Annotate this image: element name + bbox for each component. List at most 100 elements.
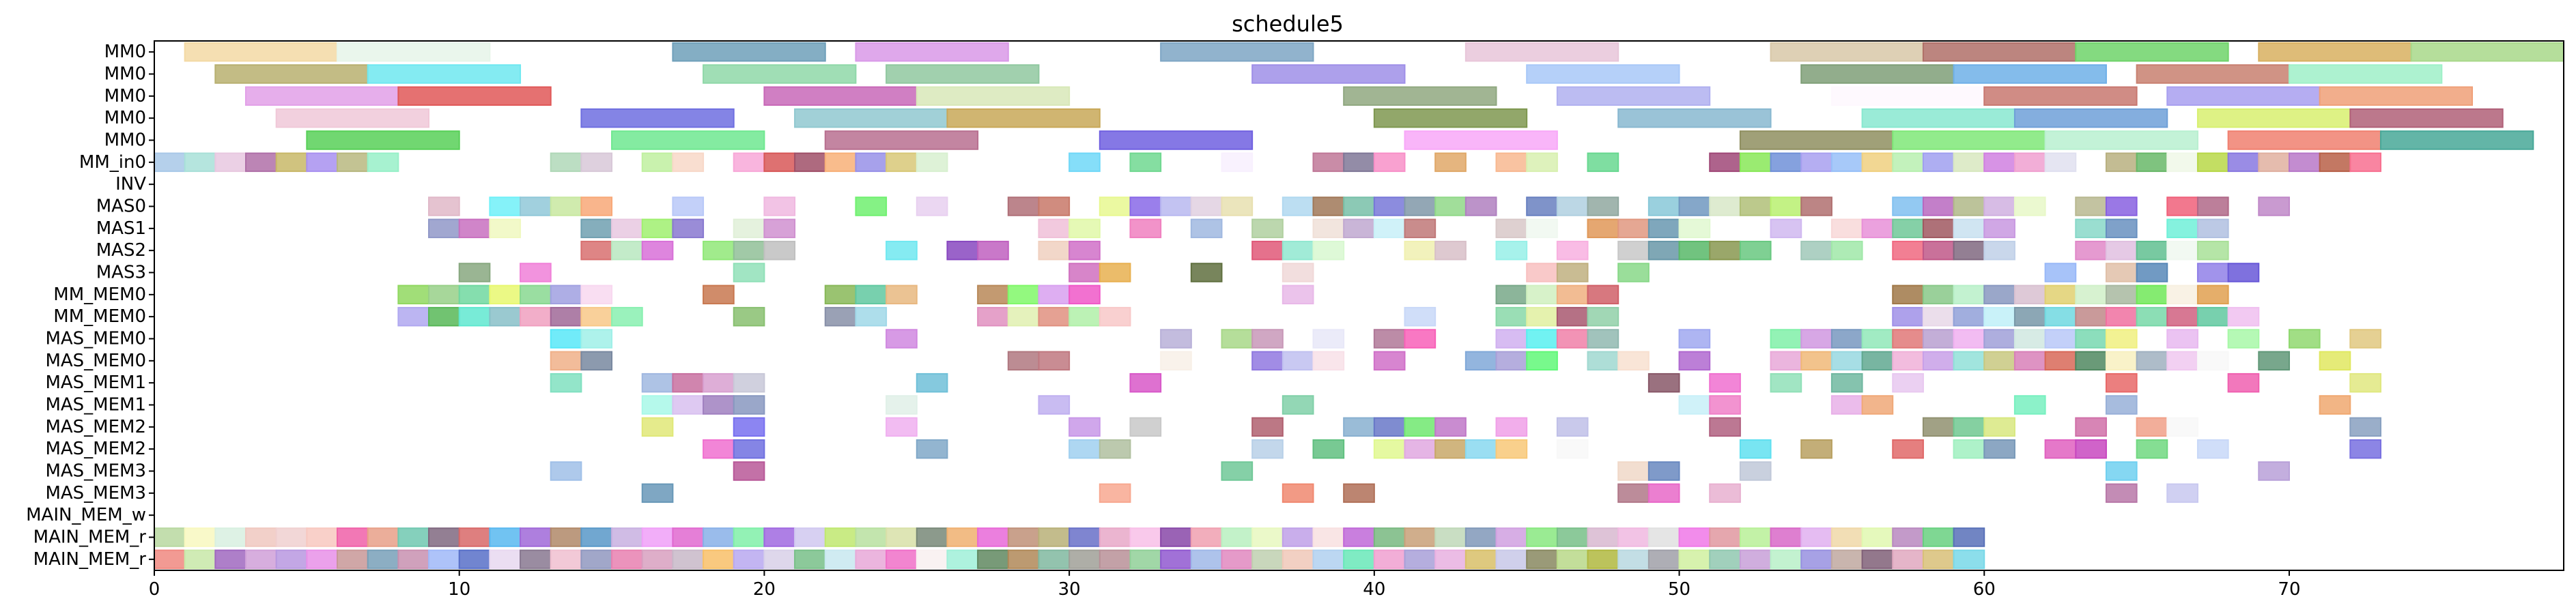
x-tick-label: 0 — [149, 579, 160, 600]
task-bar-119 — [1343, 196, 1375, 216]
task-bar-337 — [1800, 351, 1832, 371]
task-bar-436 — [1343, 483, 1375, 503]
task-bar-37 — [1861, 108, 2015, 128]
task-bar-218 — [1282, 263, 1314, 282]
task-bar-169 — [1861, 218, 1894, 239]
task-bar-91 — [2044, 152, 2077, 173]
task-bar-450 — [397, 527, 430, 547]
task-bar-440 — [2105, 483, 2138, 503]
task-bar-412 — [1464, 439, 1497, 459]
task-bar-480 — [1312, 527, 1345, 547]
task-bar-318 — [2227, 329, 2260, 349]
task-bar-451 — [428, 527, 460, 547]
task-bar-159 — [1373, 218, 1406, 239]
task-bar-64 — [763, 152, 796, 173]
task-bar-322 — [580, 351, 613, 371]
task-bar-83 — [1800, 152, 1832, 173]
task-bar-324 — [1038, 351, 1071, 371]
task-bar-129 — [1709, 196, 1741, 216]
task-bar-236 — [855, 284, 888, 305]
task-bar-15 — [1251, 64, 1406, 84]
task-bar-378 — [1861, 395, 1894, 415]
task-bar-144 — [458, 218, 491, 239]
task-bar-244 — [1526, 284, 1558, 305]
task-bar-23 — [763, 86, 918, 106]
task-bar-241 — [1068, 284, 1101, 305]
task-bar-475 — [1160, 527, 1192, 547]
task-bar-81 — [1739, 152, 1772, 173]
task-bar-238 — [977, 284, 1009, 305]
task-bar-70 — [1068, 152, 1101, 173]
task-bar-463 — [794, 527, 826, 547]
task-bar-118 — [1312, 196, 1345, 216]
task-bar-479 — [1282, 527, 1314, 547]
task-bar-409 — [1373, 439, 1406, 459]
task-bar-279 — [1892, 306, 1924, 327]
task-bar-245 — [1556, 284, 1589, 305]
task-bar-415 — [1739, 439, 1772, 459]
task-bar-418 — [1953, 439, 1985, 459]
task-bar-446 — [275, 527, 308, 547]
y-tick-label: MM0 — [104, 42, 146, 62]
task-bar-5 — [1464, 42, 1619, 62]
task-bar-72 — [1221, 152, 1254, 173]
task-bar-302 — [1556, 329, 1589, 349]
task-bar-198 — [1678, 240, 1711, 261]
task-bar-250 — [1983, 284, 2015, 305]
task-bar-432 — [2258, 461, 2290, 481]
y-tick-label: MAS0 — [96, 196, 146, 217]
task-bar-132 — [1800, 196, 1832, 216]
y-tick-label: INV — [115, 174, 146, 194]
task-bar-377 — [1830, 395, 1863, 415]
task-bar-8 — [2075, 42, 2229, 62]
task-bar-206 — [1983, 240, 2015, 261]
task-bar-113 — [1129, 196, 1162, 216]
task-bar-53 — [214, 152, 247, 173]
task-bar-162 — [1526, 218, 1558, 239]
task-bar-287 — [2136, 306, 2168, 327]
task-bar-464 — [824, 527, 857, 547]
task-bar-39 — [2196, 108, 2351, 128]
task-bar-164 — [1617, 218, 1650, 239]
task-bar-154 — [1129, 218, 1162, 239]
task-bar-161 — [1495, 218, 1528, 239]
task-bar-189 — [1251, 240, 1284, 261]
task-bar-96 — [2227, 152, 2260, 173]
task-bar-123 — [1464, 196, 1497, 216]
y-tick-label: MM_in0 — [79, 152, 146, 173]
task-bar-488 — [1556, 527, 1589, 547]
task-bar-126 — [1587, 196, 1619, 216]
task-bar-386 — [1129, 417, 1162, 437]
task-bar-336 — [1770, 351, 1802, 371]
task-bar-470 — [1007, 527, 1040, 547]
task-bar-531 — [1038, 549, 1071, 570]
task-bar-79 — [1587, 152, 1619, 173]
task-bar-483 — [1404, 527, 1436, 547]
task-bar-234 — [703, 284, 735, 305]
task-bar-326 — [1251, 351, 1284, 371]
task-bar-181 — [703, 240, 735, 261]
task-bar-61 — [641, 152, 674, 173]
task-bar-139 — [2105, 196, 2138, 216]
task-bar-335 — [1678, 351, 1711, 371]
x-tick-label: 70 — [2278, 579, 2300, 600]
task-bar-69 — [916, 152, 948, 173]
task-bar-73 — [1312, 152, 1345, 173]
y-tick-label: MAS_MEM2 — [45, 417, 146, 437]
task-bar-365 — [2105, 372, 2138, 393]
task-bar-88 — [1953, 152, 1985, 173]
task-bar-439 — [1709, 483, 1741, 503]
task-bar-441 — [2166, 483, 2198, 503]
task-bar-120 — [1373, 196, 1406, 216]
task-bar-84 — [1830, 152, 1863, 173]
task-bar-304 — [1678, 329, 1711, 349]
task-bar-334 — [1617, 351, 1650, 371]
task-bar-133 — [1892, 196, 1924, 216]
task-bar-490 — [1617, 527, 1650, 547]
y-tick-label: MAS_MEM0 — [45, 329, 146, 349]
task-bar-525 — [855, 549, 888, 570]
task-bar-310 — [1922, 329, 1955, 349]
task-bar-271 — [1038, 306, 1071, 327]
task-bar-555 — [1770, 549, 1802, 570]
task-bar-502 — [154, 549, 186, 570]
